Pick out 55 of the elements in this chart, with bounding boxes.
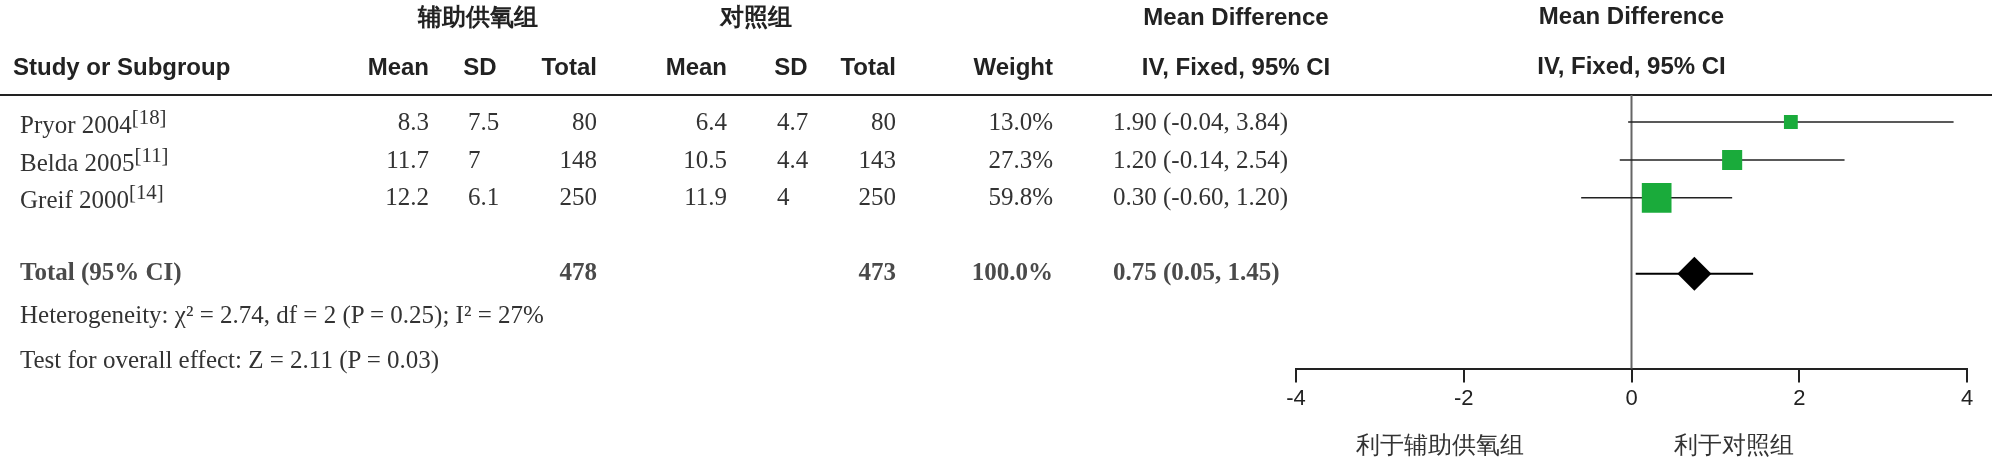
category-label: Total <box>840 53 896 81</box>
category-label: Mean <box>665 53 727 81</box>
x-tick-label: -4 <box>1286 384 1306 410</box>
text: Test for overall effect: Z = 2.11 (P = 0.03) <box>20 346 440 374</box>
text: 6.1 <box>468 183 500 210</box>
text: 478 <box>559 258 597 285</box>
category-label: SD <box>774 53 808 81</box>
x-tick-label: 0 <box>1625 384 1638 410</box>
category-label: Study or Subgroup <box>13 53 231 81</box>
chart-title: Mean Difference <box>1538 1 1725 29</box>
category-label: IV, Fixed, 95% CI <box>1141 53 1331 81</box>
text: 100.0% <box>971 258 1053 285</box>
category-label: Belda 2005$^{[11]}$ <box>20 142 169 176</box>
text: 10.5 <box>683 145 727 173</box>
text: Mean Difference <box>1143 3 1329 31</box>
text: 27.3% <box>988 145 1053 173</box>
text: 4 <box>777 183 790 210</box>
text: 8.3 <box>397 108 429 135</box>
x-tick-label: 2 <box>1793 384 1806 410</box>
category-label: Total <box>541 53 597 81</box>
text: 80 <box>572 108 597 135</box>
text: Heterogeneity: χ² = 2.74, df = 2 (P = 0.25); I² = 27% <box>20 301 544 329</box>
text: 7 <box>468 145 481 173</box>
text: 13.0% <box>988 108 1053 135</box>
text: 1.20 (-0.14, 2.54) <box>1113 145 1288 173</box>
text: 250 <box>559 183 597 210</box>
text: 辅助供氧组 <box>418 2 538 33</box>
text: 11.9 <box>684 183 727 210</box>
category-label: SD <box>463 53 497 81</box>
text: 对照组 <box>720 2 792 33</box>
chart-subtitle: IV, Fixed, 95% CI <box>1537 51 1726 79</box>
text: 0.75 (0.05, 1.45) <box>1113 258 1280 285</box>
text: 11.7 <box>386 145 429 173</box>
text: 利于辅助供氧组 <box>1355 431 1524 460</box>
text: 1.90 (-0.04, 3.84) <box>1113 108 1288 135</box>
text: 7.5 <box>468 108 500 135</box>
category-label: Greif 2000$^{[14]}$ <box>20 179 164 214</box>
category-label: Total (95% CI) <box>20 258 182 285</box>
text: 0.30 (-0.60, 1.20) <box>1113 183 1288 210</box>
text: 148 <box>559 145 597 173</box>
text: 12.2 <box>385 183 429 210</box>
text: 6.4 <box>695 108 727 135</box>
text: 59.8% <box>988 183 1053 210</box>
x-tick-label: 4 <box>1960 384 1974 410</box>
category-label: Mean <box>367 53 429 81</box>
text: 4.7 <box>777 108 809 135</box>
text: 80 <box>871 108 896 135</box>
category-label: Weight <box>973 53 1053 81</box>
text: 473 <box>858 258 896 285</box>
x-tick-label: -2 <box>1453 384 1474 410</box>
text: 250 <box>858 183 896 210</box>
text: 4.4 <box>777 145 809 173</box>
category-label: Pryor 2004$^{[18]}$ <box>20 104 167 139</box>
text: 利于对照组 <box>1673 431 1794 460</box>
text: 143 <box>858 145 896 173</box>
